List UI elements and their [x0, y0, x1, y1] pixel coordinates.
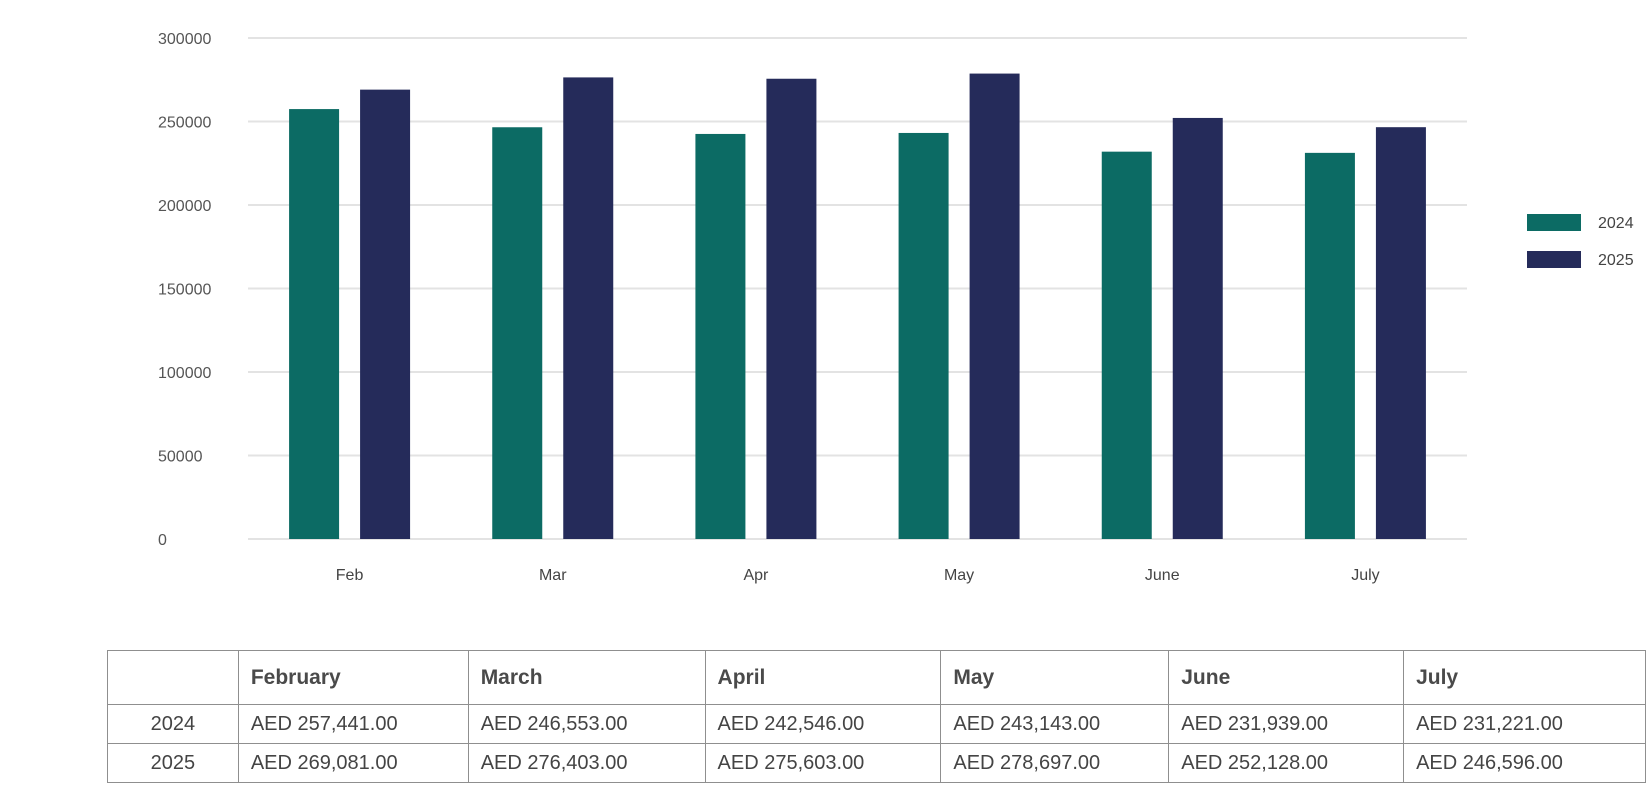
bar-2024-may: [898, 132, 949, 540]
y-tick-label: 100000: [158, 365, 211, 382]
bar-2024-feb: [289, 109, 340, 539]
column-header: July: [1403, 650, 1646, 705]
table-cell: AED 246,553.00: [467, 704, 706, 744]
column-header: June: [1168, 650, 1405, 705]
table-cell: AED 276,403.00: [467, 743, 706, 783]
bar-2025-feb: [360, 89, 411, 539]
x-tick-label: Feb: [336, 567, 364, 584]
bar-2025-july: [1375, 127, 1426, 539]
table-row: 2024 AED 257,441.00 AED 246,553.00 AED 2…: [107, 704, 1646, 744]
table-cell: AED 231,939.00: [1168, 704, 1405, 744]
y-axis-ticks: 0 50000 100000 150000 200000 250000 300000: [158, 31, 211, 549]
table-cell: AED 231,221.00: [1403, 704, 1646, 744]
x-axis-labels: Feb Mar Apr May June July: [336, 567, 1380, 584]
y-tick-label: 250000: [158, 115, 211, 132]
column-header: April: [704, 650, 942, 705]
table-cell: AED 269,081.00: [237, 743, 469, 783]
data-table: February March April May June July 2024 …: [107, 650, 1646, 783]
bar-2024-july: [1304, 152, 1355, 539]
y-tick-label: 150000: [158, 282, 211, 299]
y-tick-label: 0: [158, 532, 167, 549]
x-tick-label: July: [1351, 567, 1379, 584]
x-tick-label: Mar: [539, 567, 567, 584]
y-tick-label: 200000: [158, 198, 211, 215]
row-year-label: 2025: [107, 743, 239, 783]
y-tick-label: 50000: [158, 449, 203, 466]
column-header: February: [237, 650, 469, 705]
table-cell: AED 252,128.00: [1168, 743, 1405, 783]
x-tick-label: May: [944, 567, 974, 584]
bar-2025-apr: [766, 78, 817, 540]
grid-lines: [248, 37, 1467, 540]
bar-chart: 0 50000 100000 150000 200000 250000 300000 Feb…: [158, 31, 1634, 584]
table-cell: AED 246,596.00: [1403, 743, 1646, 783]
bar-2025-mar: [563, 77, 614, 540]
column-header: March: [467, 650, 706, 705]
legend: 2024 2025: [1527, 214, 1634, 269]
bars: [289, 73, 1426, 540]
x-tick-label: Apr: [743, 567, 769, 584]
table-cell: AED 243,143.00: [940, 704, 1170, 744]
y-tick-label: 300000: [158, 31, 211, 48]
bar-2024-mar: [492, 127, 543, 539]
table-header-row: February March April May June July: [107, 650, 1646, 705]
bar-2025-may: [969, 73, 1020, 539]
legend-label: 2025: [1598, 252, 1634, 269]
legend-swatch: [1527, 214, 1581, 231]
table-corner-cell: [107, 650, 239, 705]
bar-2025-june: [1172, 117, 1223, 540]
table-cell: AED 278,697.00: [940, 743, 1170, 783]
bar-2024-apr: [695, 133, 746, 539]
table-cell: AED 275,603.00: [704, 743, 942, 783]
table-cell: AED 257,441.00: [237, 704, 469, 744]
row-year-label: 2024: [107, 704, 239, 744]
x-tick-label: June: [1145, 567, 1180, 584]
legend-swatch: [1527, 251, 1581, 268]
bar-2024-june: [1101, 151, 1152, 539]
legend-label: 2024: [1598, 215, 1634, 232]
table-row: 2025 AED 269,081.00 AED 276,403.00 AED 2…: [107, 743, 1646, 783]
table-cell: AED 242,546.00: [704, 704, 942, 744]
column-header: May: [940, 650, 1170, 705]
